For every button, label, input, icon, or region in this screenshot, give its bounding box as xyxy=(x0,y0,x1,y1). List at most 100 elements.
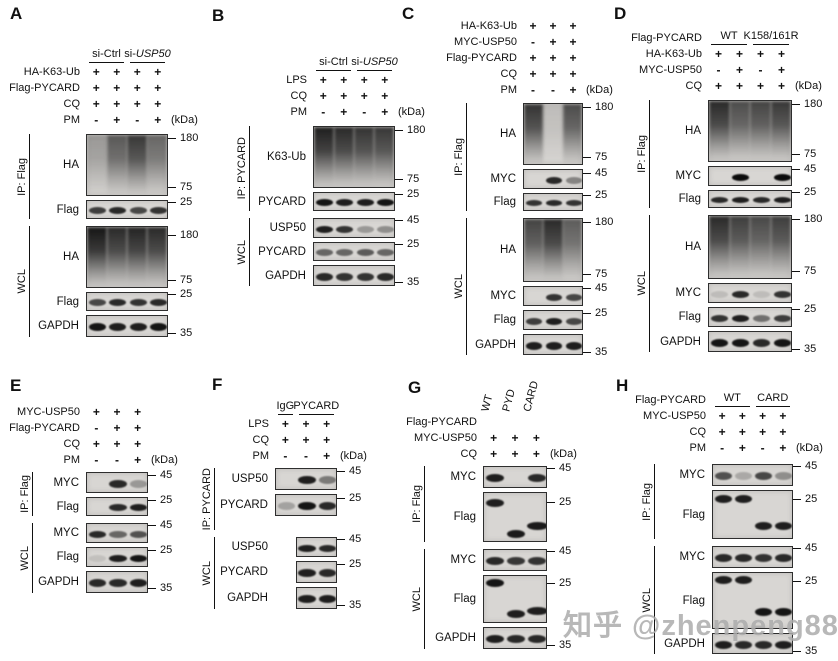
smear-lane xyxy=(729,101,750,161)
condition-lanes: + + + + xyxy=(712,424,793,440)
smear-lane xyxy=(127,135,147,195)
marker-value: 45 xyxy=(160,519,173,531)
marker-value: 35 xyxy=(559,639,572,651)
marker-dash xyxy=(148,499,156,501)
antibody-label: Flag xyxy=(453,593,476,605)
marker-value: 25 xyxy=(804,186,817,198)
marker-dash xyxy=(547,501,555,503)
smear-lane xyxy=(354,127,374,187)
weight-marker: 75 xyxy=(583,150,607,164)
blot-image xyxy=(712,490,793,539)
kda-unit-label: (kDa) xyxy=(398,106,425,118)
blot-wrap xyxy=(86,200,168,219)
section-label: WCL xyxy=(641,587,653,613)
protein-band xyxy=(130,579,147,587)
blot-wrap xyxy=(275,587,337,610)
protein-band xyxy=(565,176,582,184)
section-blots: HA 180 75 MYC 45 Flag 25 GAPDH 35 xyxy=(467,216,627,358)
condition-row: MYC-USP50 - + - + xyxy=(612,62,836,78)
marker-dash xyxy=(168,201,176,203)
protein-band xyxy=(109,323,127,331)
group-underline xyxy=(753,42,789,45)
marker-value: 75 xyxy=(595,268,608,280)
blot-wrap xyxy=(712,490,793,539)
condition-symbol: - xyxy=(760,441,765,455)
protein-band xyxy=(130,479,147,488)
protein-band xyxy=(710,338,729,347)
weight-marker: 25 xyxy=(148,543,172,557)
lane-group: si-USP50 xyxy=(351,56,398,71)
weight-marker: 35 xyxy=(793,644,817,658)
weight-marker: 180 xyxy=(168,131,198,145)
condition-symbol: + xyxy=(735,79,743,93)
protein-band xyxy=(731,314,750,322)
condition-label: MYC-USP50 xyxy=(639,64,702,76)
condition-row: CQ + + + + (kDa) xyxy=(612,78,836,94)
marker-dash xyxy=(792,153,800,155)
weight-marker: 25 xyxy=(168,287,192,301)
protein-band xyxy=(525,200,543,206)
blot-image xyxy=(86,134,168,196)
condition-symbol: + xyxy=(777,47,785,61)
condition-symbol: + xyxy=(529,19,537,33)
condition-symbol: + xyxy=(549,19,557,33)
condition-symbol: - xyxy=(720,441,725,455)
marker-column: 180 75 xyxy=(395,124,439,188)
blot-row: MYC 45 xyxy=(655,460,837,486)
marker-value: 45 xyxy=(349,533,362,546)
section-label: WCL xyxy=(411,586,423,612)
protein-band xyxy=(507,530,525,538)
antibody-label: Flag xyxy=(682,594,705,607)
section-bar: WCL xyxy=(198,537,215,610)
blot-wrap xyxy=(313,126,395,188)
protein-band xyxy=(377,272,394,281)
panel-header: si-Ctrl si-USP50 LPS + + + + CQ + + + + PM - + - + (kDa) xyxy=(210,4,439,120)
blot-image xyxy=(708,190,792,208)
protein-band xyxy=(129,299,147,306)
weight-marker: 45 xyxy=(792,162,816,176)
rotated-lanes: WT PYD CARD xyxy=(479,380,547,414)
blot-section: WCL HA 180 75 Flag 25 GAPDH 35 xyxy=(8,226,212,339)
lane-group-label: WT xyxy=(720,30,737,42)
sections: IP: PYCARD USP50 45 PYCARD 25 WCL USP50 45 PYCAR… xyxy=(198,465,381,611)
condition-symbol: + xyxy=(569,35,577,49)
weight-marker: 75 xyxy=(583,267,607,281)
condition-lanes: + + + + xyxy=(86,64,168,80)
marker-value: 25 xyxy=(160,544,173,556)
marker-column: 35 xyxy=(337,587,381,611)
condition-lanes: + + + xyxy=(523,50,583,66)
smear-lane xyxy=(543,219,563,281)
protein-band xyxy=(356,225,374,233)
antibody-label: Flag xyxy=(682,508,705,521)
condition-lanes: + + + + xyxy=(708,78,792,94)
weight-marker: 75 xyxy=(168,180,192,194)
antibody-label: MYC xyxy=(490,173,516,185)
protein-band xyxy=(565,293,582,301)
section-label: IP: PYCARD xyxy=(201,468,213,531)
panel-header: Flag-PYCARD WT CARD MYC-USP50 + + + + CQ + + + + PM - +… xyxy=(578,372,837,456)
blot-wrap xyxy=(483,549,547,571)
blot-row: USP50 45 xyxy=(215,465,381,490)
antibody-label: GAPDH xyxy=(475,338,516,351)
blot-row: Flag 25 xyxy=(30,288,212,311)
protein-band xyxy=(773,173,791,181)
section-blots: MYC 45 Flag 25 xyxy=(655,460,837,539)
protein-band xyxy=(714,576,732,585)
marker-dash xyxy=(792,270,800,272)
condition-label: Flag-PYCARD xyxy=(9,82,80,94)
blot-image xyxy=(708,307,792,327)
condition-symbol: + xyxy=(134,405,142,419)
condition-label: PM xyxy=(63,454,81,466)
condition-lanes: - + - + xyxy=(708,62,792,78)
marker-value: 45 xyxy=(349,465,362,477)
protein-band xyxy=(318,595,336,604)
antibody-label: HA xyxy=(685,241,701,253)
antibody-label: PYCARD xyxy=(258,245,306,258)
marker-dash xyxy=(168,234,176,236)
antibody-label: GAPDH xyxy=(265,269,306,282)
condition-row: MYC-USP50 + + + xyxy=(388,430,591,446)
blot-image xyxy=(86,200,168,219)
protein-band xyxy=(88,323,106,331)
section-bar: WCL xyxy=(398,218,467,355)
